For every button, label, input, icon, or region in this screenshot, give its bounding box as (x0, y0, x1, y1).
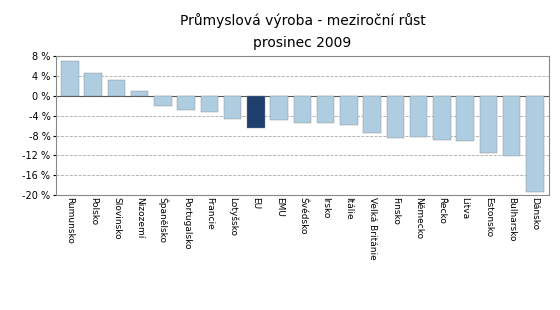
Bar (85, 73, 102, 96)
Bar (363, 96, 381, 133)
Bar (178, 96, 195, 110)
Bar (526, 96, 544, 192)
Bar (480, 96, 497, 153)
Bar (224, 96, 241, 119)
Bar (131, 91, 148, 96)
Bar (456, 96, 474, 141)
Bar (108, 80, 125, 96)
Bar (247, 96, 265, 128)
Bar (503, 96, 520, 156)
Bar (270, 96, 288, 120)
Bar (154, 96, 172, 106)
Bar (317, 96, 334, 123)
Bar (433, 96, 451, 140)
Bar (200, 96, 218, 112)
Bar (61, 61, 78, 96)
Bar (293, 96, 311, 123)
Title: Průmyslová výroba - meziroční růst
prosinec 2009: Průmyslová výroba - meziroční růst prosi… (180, 13, 425, 51)
Bar (340, 96, 358, 125)
Bar (410, 96, 427, 136)
Bar (386, 96, 404, 138)
